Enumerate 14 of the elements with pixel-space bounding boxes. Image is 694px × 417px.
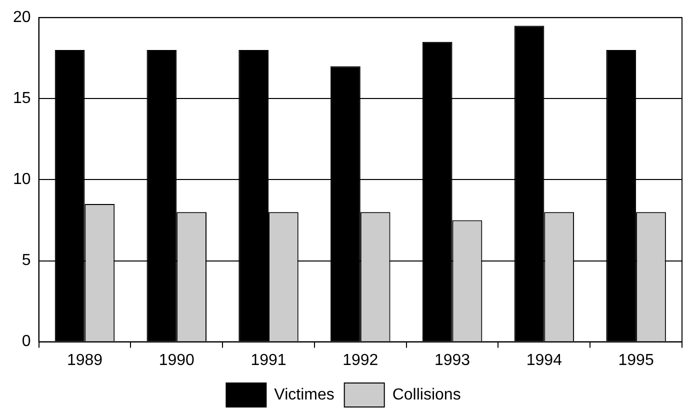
legend-label: Victimes <box>274 386 334 404</box>
y-tick-label: 5 <box>22 252 31 270</box>
x-tick-label: 1991 <box>250 352 286 369</box>
y-tick-label: 15 <box>13 90 31 108</box>
x-tick-label: 1995 <box>618 352 654 369</box>
legend-label: Collisions <box>392 386 461 404</box>
x-tick-label: 1990 <box>158 352 195 369</box>
x-tick-label: 1993 <box>434 352 470 369</box>
x-tick-label: 1994 <box>526 352 562 369</box>
y-tick-label: 10 <box>13 171 31 188</box>
y-tick-label: 0 <box>22 333 31 350</box>
y-tick-label: 20 <box>13 9 31 26</box>
x-tick-label: 1992 <box>342 352 378 369</box>
x-tick-label: 1989 <box>66 352 103 369</box>
